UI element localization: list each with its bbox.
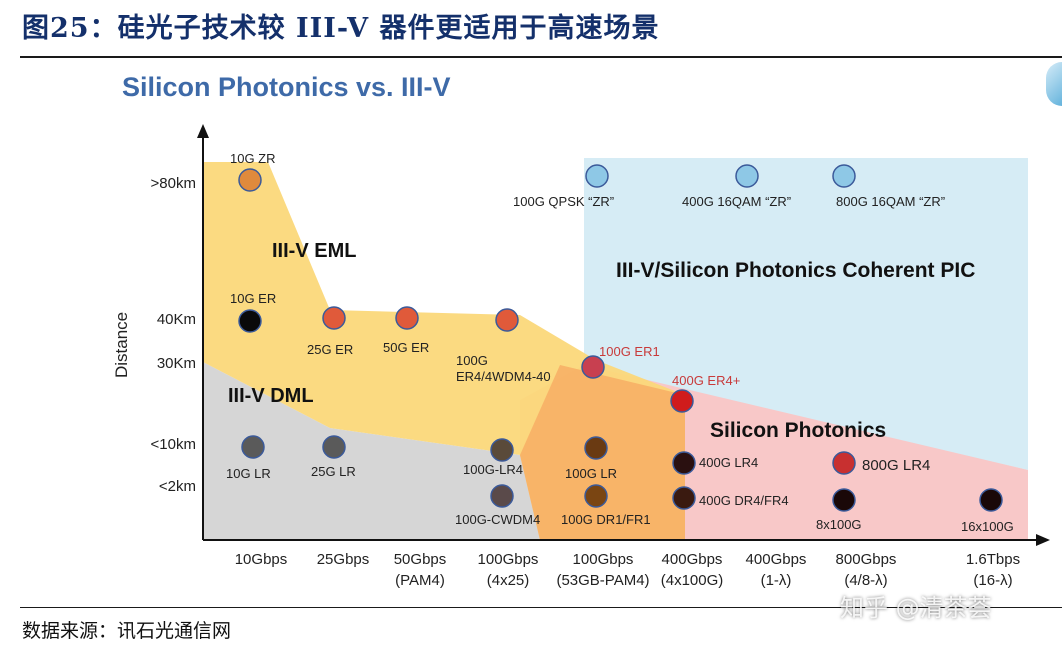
x-tick-label: 400Gbps (4x100G) bbox=[661, 551, 724, 589]
y-axis-arrow-icon bbox=[197, 124, 209, 138]
data-point-label: 400G ER4+ bbox=[672, 373, 740, 388]
x-tick-label: 50Gbps (PAM4) bbox=[394, 551, 447, 589]
x-tick-label: 10Gbps bbox=[235, 551, 288, 568]
data-point-label: 100G ER4/4WDM4-40 bbox=[456, 353, 551, 384]
data-point-marker bbox=[670, 389, 694, 413]
data-point-marker bbox=[322, 306, 346, 330]
data-point-marker bbox=[672, 486, 696, 510]
x-axis-arrow-icon bbox=[1036, 534, 1050, 546]
bottom-divider bbox=[20, 607, 1062, 608]
y-tick-label: 40Km bbox=[157, 311, 196, 328]
region-label-silicon-photonics: Silicon Photonics bbox=[710, 419, 886, 442]
data-point-label: 100G LR bbox=[565, 466, 617, 481]
data-point-marker bbox=[490, 484, 514, 508]
y-tick-label: >80km bbox=[151, 175, 196, 192]
data-point-label: 25G LR bbox=[311, 464, 356, 479]
data-point-marker bbox=[322, 435, 346, 459]
data-point-label: 400G 16QAM “ZR” bbox=[682, 194, 791, 209]
data-point-marker bbox=[832, 164, 856, 188]
data-point-label: 25G ER bbox=[307, 342, 353, 357]
data-point-marker bbox=[672, 451, 696, 475]
y-tick-labels: >80km 40Km 30Km <10km <2km bbox=[151, 175, 196, 495]
data-point-label: 800G LR4 bbox=[862, 457, 930, 474]
data-point-marker bbox=[832, 488, 856, 512]
x-tick-label: 1.6Tbps (16-λ) bbox=[966, 551, 1020, 589]
data-point-label: 800G 16QAM “ZR” bbox=[836, 194, 945, 209]
y-axis-label: Distance bbox=[112, 312, 131, 378]
region-label-iii-v-dml: III-V DML bbox=[228, 385, 314, 407]
watermark: 知乎 @清茶荟 bbox=[840, 594, 992, 622]
data-point-marker bbox=[238, 309, 262, 333]
top-divider bbox=[20, 56, 1062, 58]
data-point-label: 400G DR4/FR4 bbox=[699, 493, 789, 508]
data-point-labels: 10G ZR 10G ER 25G ER 50G ER 100G ER4/4WDM4-40… bbox=[226, 151, 1014, 534]
y-tick-label: <10km bbox=[151, 436, 196, 453]
data-point-marker bbox=[584, 436, 608, 460]
data-point-label: 100G-CWDM4 bbox=[455, 512, 540, 527]
region-label-iii-v-eml: III-V EML bbox=[272, 240, 356, 262]
x-tick-label: 400Gbps (1-λ) bbox=[746, 551, 807, 589]
data-point-marker bbox=[490, 438, 514, 462]
region-label-coherent-pic: III-V/Silicon Photonics Coherent PIC bbox=[616, 259, 975, 282]
data-point-marker bbox=[581, 355, 605, 379]
data-point-marker bbox=[832, 451, 856, 475]
data-point-marker bbox=[395, 306, 419, 330]
data-point-marker bbox=[495, 308, 519, 332]
data-point-label: 50G ER bbox=[383, 340, 429, 355]
data-point-label: 100G ER1 bbox=[599, 344, 660, 359]
data-point-label: 16x100G bbox=[961, 519, 1014, 534]
x-tick-label: 800Gbps (4/8-λ) bbox=[836, 551, 897, 589]
corner-logo-icon bbox=[1046, 62, 1062, 106]
data-point-marker bbox=[584, 484, 608, 508]
data-point-label: 8x100G bbox=[816, 517, 862, 532]
x-tick-label: 25Gbps bbox=[317, 551, 370, 568]
data-points bbox=[238, 164, 1003, 512]
data-point-label: 10G LR bbox=[226, 466, 271, 481]
data-point-marker bbox=[979, 488, 1003, 512]
data-point-label: 100G QPSK “ZR” bbox=[513, 194, 614, 209]
data-point-label: 400G LR4 bbox=[699, 455, 758, 470]
y-tick-label: 30Km bbox=[157, 355, 196, 372]
x-tick-label: 100Gbps (53GB-PAM4) bbox=[556, 551, 649, 589]
data-point-label: 10G ER bbox=[230, 291, 276, 306]
y-tick-label: <2km bbox=[159, 478, 196, 495]
figure-title: 图25：硅光子技术较 III-V 器件更适用于高速场景 bbox=[22, 13, 660, 44]
data-point-label: 100G-LR4 bbox=[463, 462, 523, 477]
data-point-marker bbox=[238, 168, 262, 192]
source-note: 数据来源：讯石光通信网 bbox=[22, 620, 232, 642]
x-tick-label: 100Gbps (4x25) bbox=[478, 551, 539, 589]
chart-title: Silicon Photonics vs. III-V bbox=[122, 72, 451, 102]
data-point-marker bbox=[735, 164, 759, 188]
data-point-marker bbox=[585, 164, 609, 188]
data-point-label: 10G ZR bbox=[230, 151, 276, 166]
data-point-label: 100G DR1/FR1 bbox=[561, 512, 651, 527]
x-tick-labels: 10Gbps 25Gbps 50Gbps (PAM4) 100Gbps (4x25) 100… bbox=[235, 551, 1020, 589]
data-point-marker bbox=[241, 435, 265, 459]
region-iii-v-dml bbox=[203, 362, 540, 540]
